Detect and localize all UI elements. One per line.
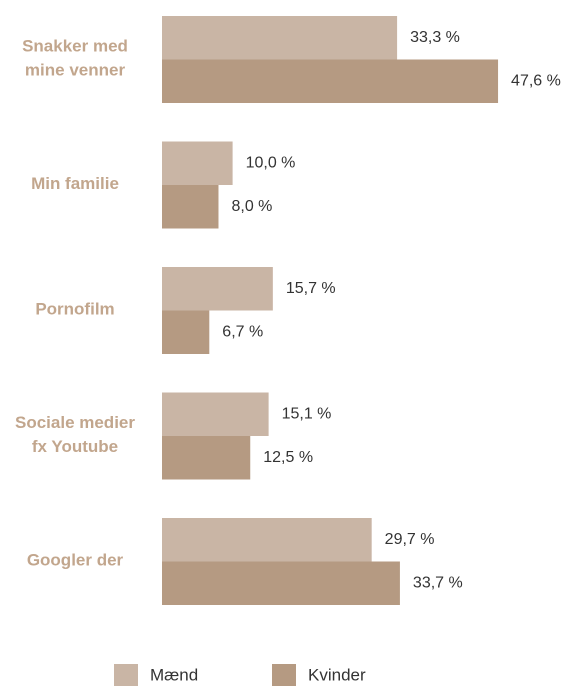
legend-swatch	[114, 664, 138, 686]
category-line: Min familie	[31, 174, 119, 193]
legend-label: Mænd	[150, 665, 198, 684]
category-label: Pornofilm	[35, 300, 114, 319]
bar	[162, 185, 219, 229]
value-label: 29,7 %	[385, 531, 435, 548]
category-line: Sociale medier	[15, 413, 135, 432]
value-label: 33,7 %	[413, 574, 463, 591]
bar	[162, 59, 499, 103]
value-label: 12,5 %	[263, 449, 313, 466]
bar	[162, 561, 400, 605]
category-line: fx Youtube	[32, 437, 118, 456]
value-label: 15,7 %	[286, 280, 336, 297]
category-line: Snakker med	[22, 37, 128, 56]
value-label: 8,0 %	[231, 198, 272, 215]
bar	[162, 392, 269, 436]
category-label: Snakker med mine venner	[22, 37, 128, 80]
bar	[162, 310, 210, 354]
value-label: 33,3 %	[410, 29, 460, 46]
bar	[162, 141, 233, 185]
category-label: Sociale medier fx Youtube	[15, 413, 135, 456]
legend-label: Kvinder	[308, 665, 366, 684]
category-label: Googler der	[27, 551, 124, 570]
category-line: mine venner	[25, 61, 126, 80]
bar	[162, 436, 251, 480]
value-label: 47,6 %	[511, 72, 561, 89]
bar	[162, 518, 372, 562]
category-label: Min familie	[31, 174, 119, 193]
value-label: 10,0 %	[246, 154, 296, 171]
legend-swatch	[272, 664, 296, 686]
category-line: Pornofilm	[35, 300, 114, 319]
bar	[162, 16, 398, 60]
category-line: Googler der	[27, 551, 124, 570]
value-label: 15,1 %	[282, 405, 332, 422]
bar	[162, 267, 273, 311]
value-label: 6,7 %	[222, 323, 263, 340]
